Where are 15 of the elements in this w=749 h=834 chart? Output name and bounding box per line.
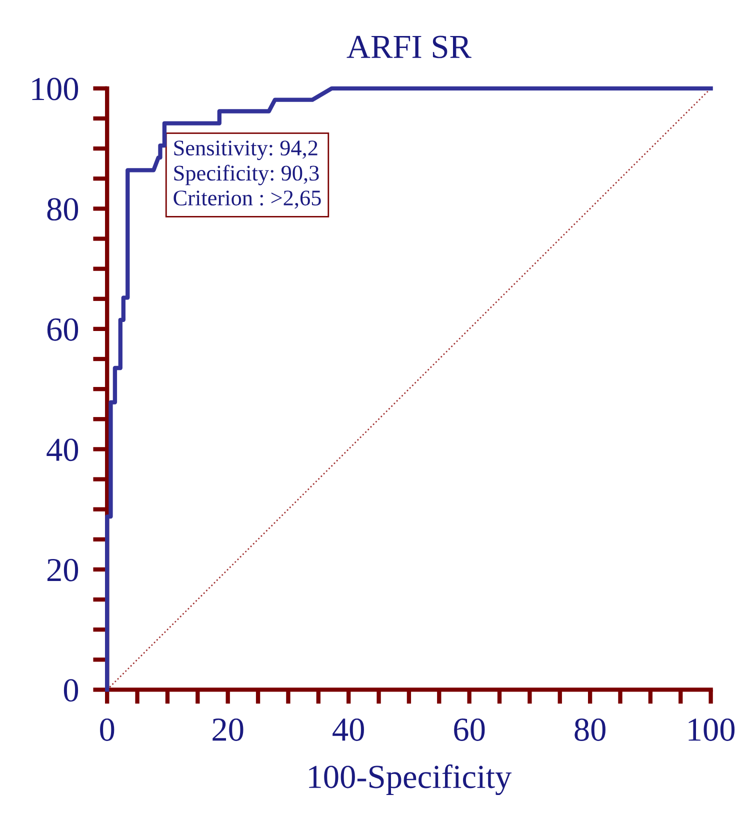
- x-tick-label: 60: [454, 718, 485, 741]
- x-tick-label: 100: [688, 718, 735, 741]
- y-tick-label: 40: [46, 438, 78, 462]
- y-tick-label: 60: [47, 318, 78, 341]
- x-tick-label: 80: [574, 718, 606, 741]
- annotation: Sensitivity: 94,2 Specificity: 90,3 Criterion : >2,65: [174, 140, 321, 209]
- y-tick-label: 20: [47, 558, 78, 582]
- y-tick-label: 100: [32, 78, 78, 100]
- x-tick-label: 0: [100, 718, 114, 741]
- y-tick-label: 0: [64, 679, 78, 702]
- x-axis-title: 100-Specificity: [309, 764, 512, 796]
- x-tick-label: 20: [212, 718, 244, 741]
- chart-title: ARFI SR: [346, 36, 472, 58]
- y-tick-label: 80: [47, 198, 78, 221]
- x-tick-label: 40: [332, 718, 364, 741]
